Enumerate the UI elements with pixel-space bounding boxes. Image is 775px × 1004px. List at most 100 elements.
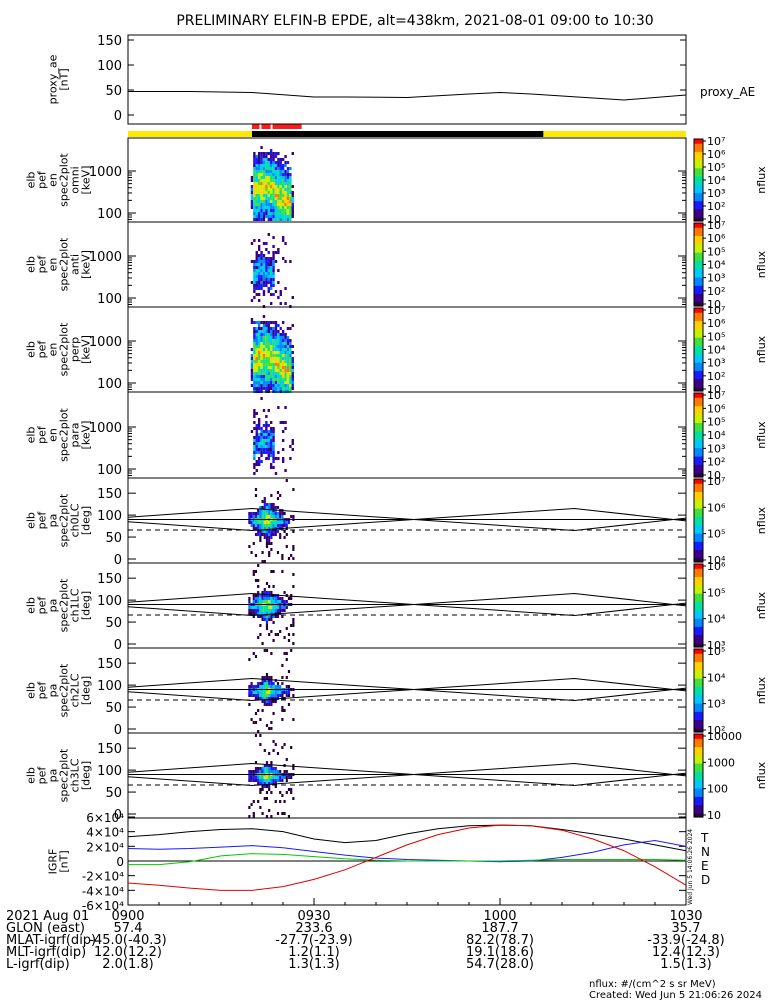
spectrogram-cell [269, 333, 273, 336]
y-tick-label: 0 [114, 109, 122, 124]
colorbar-segment [694, 700, 703, 704]
pitch-angle-cell [272, 694, 275, 697]
y-axis-label: [keV] [80, 421, 93, 450]
pitch-angle-cell [257, 685, 260, 688]
spectrogram-cell [269, 366, 273, 369]
pitch-angle-cell [283, 536, 286, 539]
spectrogram-cell [291, 185, 294, 188]
spectrogram-cell [255, 384, 258, 387]
pitch-angle-cell [254, 694, 258, 697]
y-tick-label: 1000 [89, 165, 122, 180]
pitch-angle-cell [252, 770, 255, 773]
pitch-angle-cell [261, 776, 264, 779]
colorbar-segment [694, 796, 703, 799]
pitch-angle-cell [265, 785, 269, 788]
spectrogram-cell [281, 170, 285, 173]
spectrogram-cell [257, 442, 261, 445]
spectrogram-cell [250, 206, 254, 209]
colorbar-segment [694, 495, 703, 499]
spectrogram-cell [253, 366, 256, 369]
spectrogram-cell [260, 176, 263, 179]
colorbar-segment [694, 634, 703, 638]
spectrogram-cell [279, 333, 282, 336]
colorbar-segment [694, 249, 703, 253]
pitch-angle-cell [268, 697, 271, 700]
spectrogram-cell [279, 167, 282, 170]
spectrogram-cell [291, 191, 294, 194]
colorbar-segment [694, 393, 703, 396]
pitch-angle-cell [250, 515, 253, 518]
colorbar-segment [694, 216, 703, 220]
colorbar-segment [694, 368, 703, 371]
pitch-angle-cell [272, 512, 275, 515]
pitch-angle-cell [270, 503, 273, 506]
pitch-angle-cell [272, 749, 275, 752]
spectrogram-cell [279, 381, 282, 384]
spectrogram-cell [255, 342, 258, 345]
colorbar-segment [694, 208, 703, 212]
footer-value: 35.7 [672, 921, 701, 936]
spectrogram-cell [269, 263, 273, 266]
colorbar-segment [694, 322, 703, 326]
spectrogram-cell [262, 342, 266, 345]
pitch-angle-cell [254, 712, 258, 715]
colorbar-segment [694, 378, 703, 382]
colorbar-segment [694, 270, 703, 274]
spectrogram-cell [253, 275, 256, 278]
colorbar-segment [694, 804, 703, 808]
spectrogram-cell [255, 327, 258, 330]
pitch-angle-cell [279, 521, 282, 524]
colorbar-segment [694, 678, 703, 681]
spectrogram-cell [289, 173, 292, 176]
pitch-angle-cell [285, 600, 288, 603]
pitch-angle-cell [259, 530, 262, 533]
spectrogram-cell [260, 378, 263, 381]
colorbar-segment [694, 655, 703, 658]
spectrogram-cell [253, 466, 256, 469]
pitch-angle-cell [268, 691, 271, 694]
spectrogram-cell [274, 170, 278, 173]
spectrogram-cell [286, 354, 290, 357]
status-bar-marker-gap [270, 124, 273, 129]
spectrogram-cell [262, 167, 266, 170]
pitch-angle-cell [265, 779, 269, 782]
spectrogram-cell [269, 448, 273, 451]
y-axis-label: para [69, 423, 82, 448]
pitch-angle-cell [268, 767, 271, 770]
spectrogram-cell [253, 296, 256, 299]
spectrogram-cell [281, 164, 285, 167]
spectrogram-cell [253, 384, 256, 387]
colorbar-segment [694, 543, 703, 546]
spectrogram-cell [253, 378, 256, 381]
pitch-angle-cell [270, 682, 273, 685]
colorbar-segment [694, 479, 703, 482]
pitch-angle-cell [263, 588, 266, 591]
pitch-angle-cell [268, 776, 271, 779]
y-axis-label: elb [25, 427, 38, 444]
footer-value: 19.1(18.6) [466, 945, 534, 960]
spectrogram-cell [255, 182, 258, 185]
spectrogram-cell [262, 272, 266, 275]
pitch-angle-cell [257, 585, 260, 588]
pitch-angle-cell [272, 527, 275, 530]
spectrogram-cell [291, 194, 294, 197]
pitch-angle-cell [272, 594, 275, 597]
colorbar-segment [694, 549, 703, 553]
pitch-angle-cell [259, 509, 262, 512]
pitch-angle-cell [259, 806, 262, 809]
colorbar-segment [694, 541, 703, 544]
y-tick-label: 1000 [89, 335, 122, 350]
spectrogram-cell [279, 197, 282, 200]
pitch-angle-cell [261, 594, 264, 597]
pitch-angle-cell [248, 691, 251, 694]
spectrogram-cell [291, 442, 294, 445]
spectrogram-cell [267, 360, 270, 363]
colorbar-tick-label: 10⁴ [707, 429, 726, 442]
spectrogram-cell [289, 345, 292, 348]
colorbar-segment [694, 366, 703, 369]
colorbar-tick-label: 10⁷ [707, 389, 725, 402]
pitch-angle-cell [263, 776, 266, 779]
pitch-angle-cell [248, 776, 251, 779]
spectrogram-cell [267, 351, 270, 354]
colorbar-segment [694, 212, 703, 216]
